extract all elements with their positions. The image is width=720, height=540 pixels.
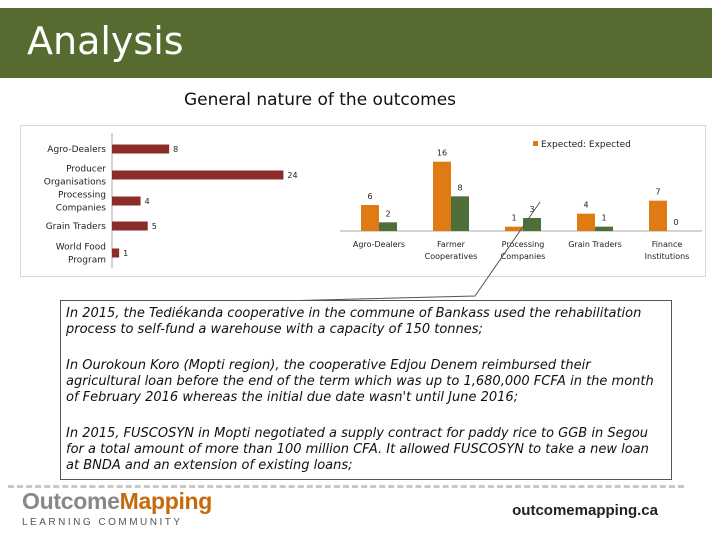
column-value-s1-3: 1: [601, 214, 606, 223]
column-s1-1: [451, 196, 469, 231]
column-value-s0-4: 7: [655, 188, 660, 197]
slide-title: Analysis: [27, 19, 184, 63]
column-s0-3: [577, 213, 595, 231]
column-value-s1-4: 0: [673, 218, 678, 227]
column-s0-4: [649, 200, 667, 231]
bar-4: [112, 248, 120, 258]
column-s1-3: [595, 226, 613, 231]
category-label-2: Companies: [56, 204, 107, 214]
data-label-3: 5: [152, 222, 157, 231]
column-s1-2: [523, 218, 541, 231]
legend-swatch: [533, 141, 538, 146]
column-s0-2: [505, 226, 523, 231]
legend-label: Expected: Expected: [541, 140, 631, 150]
category-label-4: World Food: [56, 243, 106, 253]
column-chart: 6 2 Agro-Dealers 16 8 Farmer Cooperatives 1 3 Pro…: [340, 140, 702, 261]
column-category-4: Institutions: [645, 252, 690, 261]
outcome-paragraph-3: In 2015, FUSCOSYN in Mopti negotiated a …: [66, 426, 649, 473]
logo-word-mapping: Mapping: [119, 488, 213, 514]
footer-divider: [8, 485, 684, 488]
chart-heading: General nature of the outcomes: [183, 90, 457, 110]
data-label-2: 4: [145, 197, 150, 206]
column-category-1: Farmer: [437, 240, 466, 249]
category-label-4: Program: [68, 256, 106, 266]
column-category-2: Processing: [502, 240, 545, 249]
website-url[interactable]: outcomemapping.ca: [512, 502, 658, 519]
column-value-s0-0: 6: [367, 192, 372, 201]
logo-word-outcome: Outcome: [22, 488, 120, 514]
bar-2: [112, 196, 141, 206]
column-value-s1-0: 2: [385, 209, 390, 218]
column-category-4: Finance: [652, 240, 683, 249]
column-value-s0-1: 16: [437, 149, 447, 158]
outcome-mapping-logo: OutcomeMapping LEARNING COMMUNITY: [22, 488, 212, 528]
column-value-s0-2: 1: [511, 214, 516, 223]
column-s0-0: [361, 205, 379, 231]
category-label-1: Producer: [66, 165, 106, 175]
column-value-s1-2: 3: [529, 205, 534, 214]
category-label-1: Organisations: [44, 178, 107, 188]
bar-1: [112, 170, 284, 180]
column-s1-0: [379, 222, 397, 231]
logo-subtitle: LEARNING COMMUNITY: [22, 517, 183, 528]
category-label-0: Agro-Dealers: [47, 145, 106, 155]
column-s0-1: [433, 161, 451, 231]
outcome-paragraph-2: In Ourokoun Koro (Mopti region), the coo…: [66, 358, 654, 405]
callout-box: [60, 300, 672, 480]
column-value-s1-1: 8: [457, 183, 462, 192]
column-category-2: Companies: [501, 252, 546, 261]
bar-0: [112, 144, 170, 154]
column-category-1: Cooperatives: [425, 252, 478, 261]
data-label-0: 8: [173, 145, 178, 154]
bar-3: [112, 221, 148, 231]
data-label-4: 1: [123, 249, 128, 258]
column-value-s0-3: 4: [583, 201, 588, 210]
column-category-0: Agro-Dealers: [353, 240, 405, 249]
category-label-2: Processing: [58, 191, 106, 201]
horizontal-bar-chart: 8 Agro-Dealers 24 Producer Organisations 4 Pro…: [44, 133, 298, 268]
data-label-1: 24: [287, 171, 297, 180]
title-bar: [0, 8, 712, 78]
chart-frame: [20, 125, 706, 277]
column-category-3: Grain Traders: [568, 240, 622, 249]
outcome-paragraph-1: In 2015, the Tediékanda cooperative in t…: [66, 306, 642, 337]
category-label-3: Grain Traders: [46, 222, 107, 232]
